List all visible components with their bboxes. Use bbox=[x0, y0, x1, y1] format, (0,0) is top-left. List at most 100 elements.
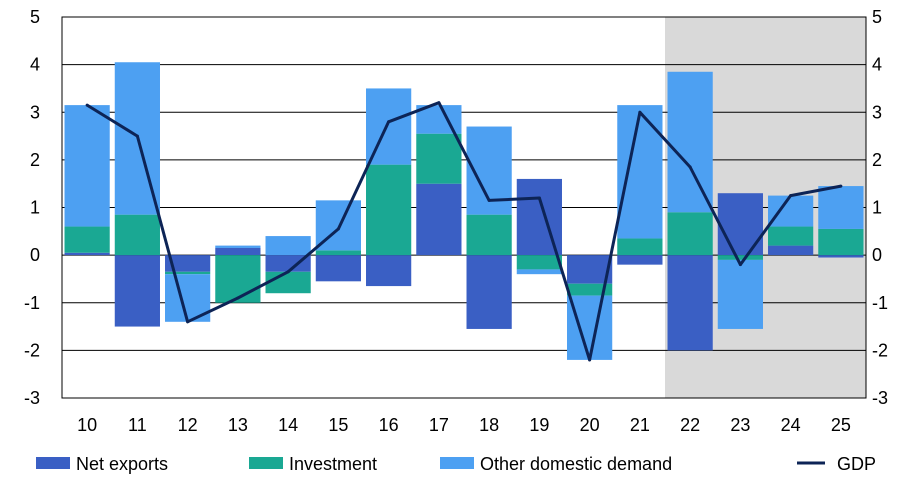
bar-investment-23 bbox=[717, 255, 763, 260]
gdp-point-10 bbox=[85, 103, 89, 107]
bar-net-exports-22 bbox=[667, 255, 713, 351]
gdp-point-20 bbox=[588, 358, 592, 362]
gdp-point-15 bbox=[336, 227, 340, 231]
y-tick-label-left: 0 bbox=[30, 245, 40, 265]
bar-investment-16 bbox=[366, 164, 412, 256]
bar-net-exports-11 bbox=[114, 255, 160, 327]
bar-investment-17 bbox=[416, 133, 462, 184]
x-tick-label: 21 bbox=[630, 415, 650, 435]
y-tick-label-right: 0 bbox=[872, 245, 882, 265]
y-tick-label-right: -3 bbox=[872, 388, 888, 408]
y-tick-label-left: 1 bbox=[30, 198, 40, 218]
gdp-point-16 bbox=[387, 120, 391, 124]
gdp-point-21 bbox=[638, 110, 642, 114]
y-tick-label-right: 4 bbox=[872, 55, 882, 75]
bar-investment-22 bbox=[667, 212, 713, 256]
bar-investment-19 bbox=[516, 255, 562, 270]
gdp-line-series bbox=[85, 101, 843, 362]
gdp-point-18 bbox=[487, 198, 491, 202]
bar-investment-21 bbox=[617, 238, 663, 256]
bar-investment-24 bbox=[768, 226, 814, 246]
x-tick-label: 17 bbox=[429, 415, 449, 435]
legend-swatch-other-domestic-demand bbox=[440, 457, 474, 469]
bar-other-domestic-demand-14 bbox=[265, 236, 311, 256]
x-tick-label: 23 bbox=[730, 415, 750, 435]
bar-net-exports-16 bbox=[366, 255, 412, 287]
bar-investment-18 bbox=[466, 214, 512, 256]
y-tick-label-left: -1 bbox=[24, 293, 40, 313]
bar-net-exports-19 bbox=[516, 178, 562, 256]
gdp-point-12 bbox=[186, 320, 190, 324]
x-tick-label: 14 bbox=[278, 415, 298, 435]
gdp-point-22 bbox=[688, 165, 692, 169]
x-tick-label: 16 bbox=[379, 415, 399, 435]
bar-investment-11 bbox=[114, 214, 160, 256]
bar-net-exports-15 bbox=[315, 255, 361, 282]
gdp-point-19 bbox=[537, 196, 541, 200]
bar-series bbox=[64, 62, 864, 360]
y-tick-label-left: 4 bbox=[30, 55, 40, 75]
bar-net-exports-25 bbox=[818, 255, 864, 258]
x-tick-label: 10 bbox=[77, 415, 97, 435]
legend-swatch-net-exports bbox=[36, 457, 70, 469]
x-tick-label: 19 bbox=[529, 415, 549, 435]
gdp-point-14 bbox=[286, 270, 290, 274]
bar-investment-20 bbox=[567, 283, 613, 296]
legend-label-net-exports: Net exports bbox=[76, 454, 168, 474]
bar-net-exports-13 bbox=[215, 247, 261, 256]
legend: Net exports Investment Other domestic dema… bbox=[36, 454, 876, 474]
bar-other-domestic-demand-21 bbox=[617, 105, 663, 239]
x-tick-label: 24 bbox=[781, 415, 801, 435]
x-tick-label: 22 bbox=[680, 415, 700, 435]
bar-net-exports-14 bbox=[265, 255, 311, 272]
bar-net-exports-18 bbox=[466, 255, 512, 329]
bar-net-exports-24 bbox=[768, 245, 814, 256]
x-tick-label: 18 bbox=[479, 415, 499, 435]
x-tick-label: 11 bbox=[128, 415, 147, 435]
y-tick-label-right: 3 bbox=[872, 102, 882, 122]
x-tick-label: 12 bbox=[178, 415, 198, 435]
bar-other-domestic-demand-23 bbox=[717, 259, 763, 329]
bar-other-domestic-demand-13 bbox=[215, 245, 261, 248]
y-tick-label-right: 5 bbox=[872, 7, 882, 27]
y-tick-label-left: 3 bbox=[30, 102, 40, 122]
bar-other-domestic-demand-10 bbox=[64, 105, 110, 227]
gdp-point-25 bbox=[839, 184, 843, 188]
bar-investment-13 bbox=[215, 255, 261, 303]
bar-investment-15 bbox=[315, 250, 361, 256]
gdp-point-24 bbox=[789, 194, 793, 198]
y-tick-label-left: 2 bbox=[30, 150, 40, 170]
bar-other-domestic-demand-24 bbox=[768, 195, 814, 227]
bar-net-exports-17 bbox=[416, 183, 462, 256]
bar-investment-14 bbox=[265, 271, 311, 294]
y-tick-label-right: 1 bbox=[872, 198, 882, 218]
bar-other-domestic-demand-25 bbox=[818, 186, 864, 229]
bar-investment-25 bbox=[818, 228, 864, 256]
gdp-point-11 bbox=[135, 134, 139, 138]
gdp-point-17 bbox=[437, 101, 441, 105]
bar-net-exports-21 bbox=[617, 255, 663, 265]
y-tick-label-left: -2 bbox=[24, 340, 40, 360]
plot-frame bbox=[61, 16, 867, 399]
y-tick-label-left: 5 bbox=[30, 7, 40, 27]
bar-net-exports-10 bbox=[64, 252, 110, 256]
y-tick-label-right: -1 bbox=[872, 293, 888, 313]
bar-net-exports-12 bbox=[165, 255, 211, 272]
bar-other-domestic-demand-19 bbox=[516, 269, 562, 275]
gdp-line bbox=[86, 101, 842, 362]
legend-label-investment: Investment bbox=[289, 454, 377, 474]
bar-investment-12 bbox=[165, 271, 211, 275]
x-tick-label: 20 bbox=[580, 415, 600, 435]
gdp-point-23 bbox=[738, 263, 742, 267]
y-tick-label-right: 2 bbox=[872, 150, 882, 170]
bar-net-exports-23 bbox=[717, 193, 763, 256]
x-tick-label: 13 bbox=[228, 415, 248, 435]
x-tick-label: 15 bbox=[328, 415, 348, 435]
legend-label-gdp: GDP bbox=[837, 454, 876, 474]
gdp-point-13 bbox=[236, 296, 240, 300]
x-tick-label: 25 bbox=[831, 415, 851, 435]
legend-swatch-investment bbox=[249, 457, 283, 469]
axes: 5 54 43 32 21 10 0-1 -1-2 -2-3 -310 11 12 13 14 15 16 17… bbox=[24, 7, 888, 435]
bar-other-domestic-demand-22 bbox=[667, 71, 713, 213]
